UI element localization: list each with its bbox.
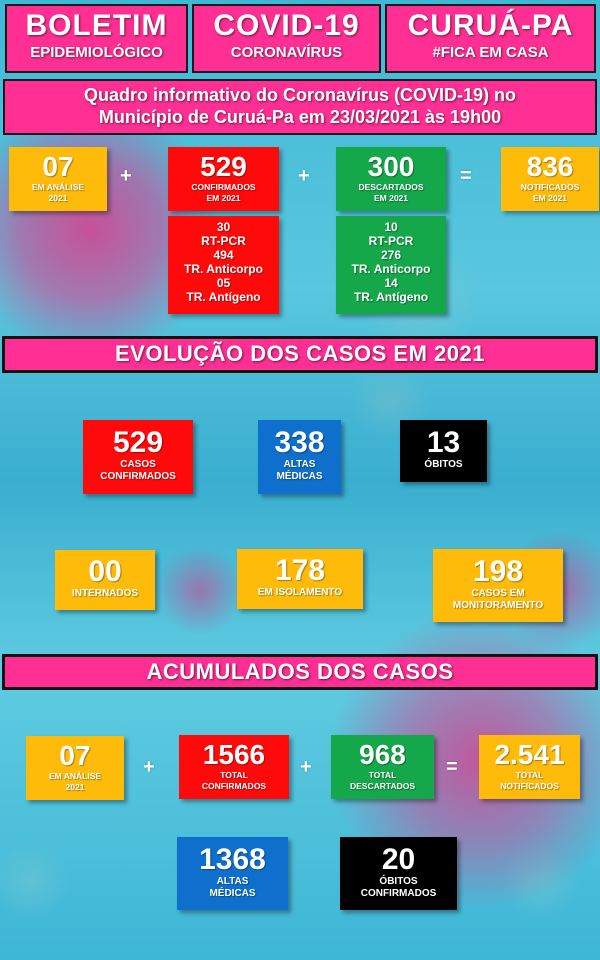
card-label: EM ANÁLISE (31, 182, 85, 192)
card-label: CONFIRMADOS (201, 781, 267, 791)
info-line-2: Município de Curuá-Pa em 23/03/2021 às 1… (98, 107, 502, 127)
header-covid-box: COVID-19 CORONAVÍRUS (192, 4, 381, 73)
card-label: EM ISOLAMENTO (257, 587, 343, 598)
card-label: MONITORAMENTO (452, 600, 544, 611)
card-value: 1566 (202, 739, 266, 770)
plus-operator: + (298, 165, 310, 187)
plus-operator: + (120, 165, 132, 187)
card-em-isolamento: 178 EM ISOLAMENTO (237, 549, 363, 609)
card-total-confirmados: 1566 TOTAL CONFIRMADOS (179, 735, 289, 799)
breakdown-label: TR. Anticorpo (184, 262, 263, 276)
card-internados: 00 INTERNADOS (55, 550, 155, 610)
header-covid-title: COVID-19 (213, 9, 360, 42)
card-label: NOTIFICADOS (500, 781, 559, 791)
card-value: 00 (88, 555, 122, 588)
breakdown-value: 276 (380, 248, 402, 262)
card-value: 2.541 (494, 739, 565, 770)
card-em-analise-2021: 07 EM ANÁLISE 2021 (9, 147, 107, 211)
card-casos-confirmados: 529 CASOS CONFIRMADOS (83, 420, 193, 494)
card-value: 07 (42, 151, 74, 182)
breakdown-label: RT-PCR (368, 234, 414, 248)
equals-operator: = (460, 165, 472, 187)
card-value: 178 (274, 554, 326, 587)
card-label: EM 2021 (532, 193, 568, 203)
card-altas-medicas: 338 ALTAS MÉDICAS (258, 420, 341, 494)
card-label: CASOS (120, 459, 156, 470)
breakdown-label: TR. Antígeno (353, 290, 429, 304)
card-value: 338 (274, 426, 325, 459)
card-label: TOTAL (368, 770, 397, 780)
card-label: CONFIRMADOS (100, 471, 176, 482)
header-boletim-title: BOLETIM (25, 9, 168, 42)
card-label: EM ANÁLISE (48, 771, 102, 781)
card-obitos: 13 ÓBITOS (400, 420, 487, 482)
card-label: ÓBITOS (424, 459, 463, 470)
card-value: 20 (381, 843, 416, 876)
header-curua-title: CURUÁ-PA (407, 9, 574, 42)
card-value: 968 (359, 739, 406, 770)
card-label: ALTAS (283, 459, 316, 470)
card-value: 529 (200, 151, 247, 182)
card-descartados-2021: 300 DESCARTADOS EM 2021 (336, 147, 446, 211)
card-label: INTERNADOS (71, 588, 139, 599)
card-total-notificados: 2.541 TOTAL NOTIFICADOS (479, 735, 580, 799)
card-label: 2021 (65, 782, 85, 792)
card-label: DESCARTADOS (349, 781, 415, 791)
breakdown-label: TR. Anticorpo (351, 262, 431, 276)
info-banner: Quadro informativo do Coronavírus (COVID… (3, 79, 597, 135)
card-value: 529 (112, 426, 164, 459)
header-boletim-subtitle: EPIDEMIOLÓGICO (30, 44, 163, 61)
breakdown-value: 05 (216, 276, 231, 290)
card-monitoramento: 198 CASOS EM MONITORAMENTO (433, 549, 563, 622)
card-label: MÉDICAS (209, 888, 256, 899)
card-total-descartados: 968 TOTAL DESCARTADOS (331, 735, 434, 799)
card-value: 300 (367, 151, 415, 182)
card-label: CONFIRMADOS (360, 888, 437, 899)
card-label: TOTAL (515, 770, 544, 780)
breakdown-label: TR. Antígeno (186, 290, 261, 304)
card-value: 13 (426, 426, 461, 459)
card-label: DESCARTADOS (358, 182, 424, 192)
card-descartados-breakdown: 10 RT-PCR 276 TR. Anticorpo 14 TR. Antíg… (336, 216, 446, 314)
card-label: EM 2021 (206, 193, 241, 203)
breakdown-value: 14 (384, 276, 398, 290)
header-covid-subtitle: CORONAVÍRUS (230, 44, 343, 61)
card-label: ALTAS (216, 876, 249, 887)
breakdown-value: 30 (216, 220, 231, 234)
card-label: EM 2021 (373, 193, 409, 203)
card-total-obitos: 20 ÓBITOS CONFIRMADOS (340, 837, 457, 910)
card-value: 1368 (199, 843, 266, 876)
card-notificados-2021: 836 NOTIFICADOS EM 2021 (501, 147, 599, 211)
header-curua-subtitle: #FICA EM CASA (432, 44, 549, 61)
section-evolucao-title: EVOLUÇÃO DOS CASOS EM 2021 (2, 336, 598, 373)
card-label: TOTAL (220, 770, 248, 780)
card-value: 198 (472, 555, 524, 588)
card-label: CONFIRMADOS (191, 182, 256, 192)
card-label: CASOS EM (471, 588, 525, 599)
card-confirmados-2021: 529 CONFIRMADOS EM 2021 (168, 147, 279, 211)
plus-operator: + (300, 756, 312, 778)
card-label: NOTIFICADOS (520, 182, 580, 192)
info-line-1: Quadro informativo do Coronavírus (COVID… (83, 85, 517, 105)
card-value: 07 (59, 740, 91, 771)
breakdown-value: 10 (384, 220, 398, 234)
header-boletim-box: BOLETIM EPIDEMIOLÓGICO (5, 4, 188, 73)
card-label: 2021 (48, 193, 68, 203)
plus-operator: + (143, 756, 155, 778)
card-confirmados-breakdown: 30 RT-PCR 494 TR. Anticorpo 05 TR. Antíg… (168, 216, 279, 314)
section-acumulados-title: ACUMULADOS DOS CASOS (2, 654, 598, 690)
card-label: MÉDICAS (276, 471, 323, 482)
card-em-analise-acumulado: 07 EM ANÁLISE 2021 (26, 736, 124, 800)
equals-operator: = (446, 756, 458, 778)
card-total-altas: 1368 ALTAS MÉDICAS (177, 837, 288, 910)
card-label: ÓBITOS (379, 876, 418, 887)
header-curua-box: CURUÁ-PA #FICA EM CASA (385, 4, 596, 73)
breakdown-label: RT-PCR (201, 234, 246, 248)
card-value: 836 (526, 151, 574, 182)
breakdown-value: 494 (213, 248, 234, 262)
